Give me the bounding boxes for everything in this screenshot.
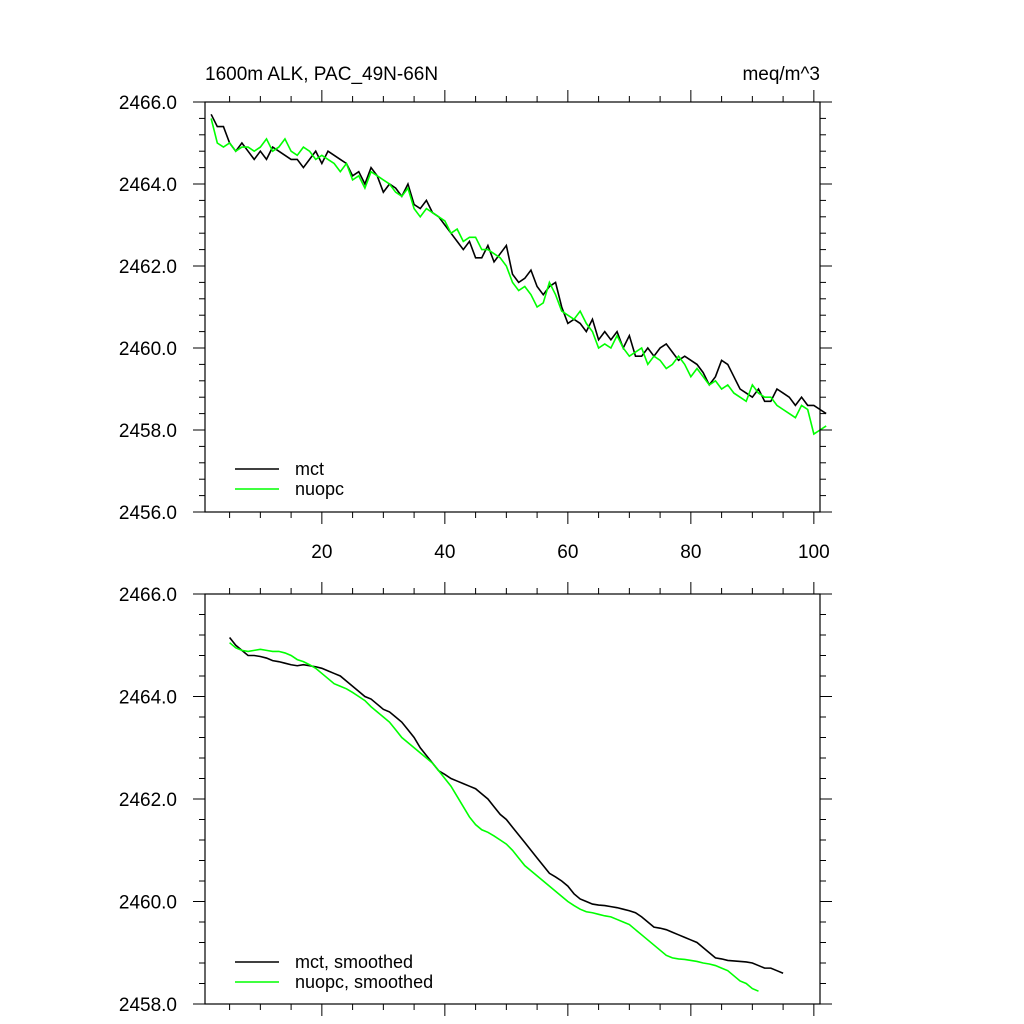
plot-frame	[204, 101, 821, 513]
series-layer	[210, 113, 827, 436]
y-tick-label: 2460.0	[119, 893, 177, 914]
series-line-mct-smoothed	[228, 637, 784, 974]
x-tick-label: 20	[311, 542, 332, 563]
y-tick-label: 2464.0	[119, 175, 177, 196]
series-line-nuopc	[210, 118, 827, 436]
series-layer	[228, 637, 784, 992]
top-panel: 1600m ALK, PAC_49N-66N meq/m^3 2456.0245…	[119, 64, 832, 563]
legend-label: nuopc	[295, 479, 344, 499]
x-tick-label: 40	[434, 542, 455, 563]
x-tick-label: 60	[557, 542, 578, 563]
axis-ticks: 2456.0 2458.0 2460.0 2462.0 2464.0 2466.0 20 40…	[119, 90, 832, 563]
legend-label: nuopc, smoothed	[295, 972, 433, 992]
y-tick-label: 2466.0	[119, 585, 177, 606]
x-tick-label: 80	[680, 542, 701, 563]
legend-label: mct	[295, 459, 324, 479]
plot-frame	[204, 593, 821, 1005]
legend-label: mct, smoothed	[295, 952, 413, 972]
y-tick-label: 2458.0	[119, 421, 177, 442]
series-line-nuopc-smoothed	[229, 642, 759, 992]
y-tick-label: 2460.0	[119, 339, 177, 360]
y-tick-label: 2456.0	[119, 503, 177, 524]
axis-ticks: 2458.0 2460.0 2462.0 2464.0 2466.0	[119, 582, 832, 1016]
y-tick-label: 2458.0	[119, 995, 177, 1016]
y-tick-label: 2466.0	[119, 93, 177, 114]
chart-title: 1600m ALK, PAC_49N-66N	[205, 64, 438, 85]
bottom-panel: 2458.0 2460.0 2462.0 2464.0 2466.0 mct, smoo…	[119, 582, 832, 1016]
y-tick-label: 2462.0	[119, 257, 177, 278]
x-tick-label: 100	[798, 542, 830, 563]
y-tick-label: 2464.0	[119, 688, 177, 709]
y-tick-label: 2462.0	[119, 790, 177, 811]
series-line-mct	[210, 113, 827, 415]
units-label: meq/m^3	[742, 64, 820, 85]
